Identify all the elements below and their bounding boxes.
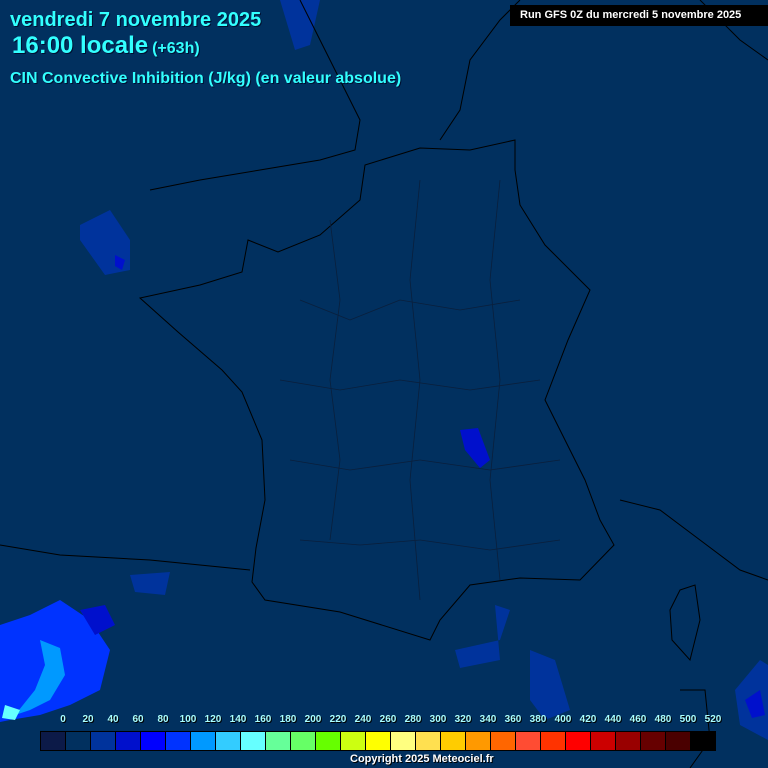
legend-label: 20: [82, 714, 94, 725]
legend-label: 300: [429, 714, 447, 725]
legend-label: 60: [132, 714, 144, 725]
legend-swatch: [416, 732, 441, 750]
legend-swatch: [641, 732, 666, 750]
legend-label: 520: [704, 714, 722, 725]
legend-swatch: [366, 732, 391, 750]
legend-swatch: [666, 732, 691, 750]
legend-label: 380: [529, 714, 547, 725]
legend-swatch: [341, 732, 366, 750]
run-info: Run GFS 0Z du mercredi 5 novembre 2025: [510, 5, 768, 26]
department-borders: [279, 179, 561, 601]
cin-blob-peak: [2, 705, 20, 720]
legend-label: 80: [157, 714, 169, 725]
legend-swatch: [91, 732, 116, 750]
spain-coast: [0, 544, 251, 571]
legend-label: 240: [354, 714, 372, 725]
forecast-time-label: 16:00 locale: [12, 32, 149, 59]
forecast-time: 16:00 locale (+63h): [12, 32, 200, 60]
legend-swatch: [316, 732, 341, 750]
legend-label: 340: [479, 714, 497, 725]
legend-swatch: [266, 732, 291, 750]
legend-label: 480: [654, 714, 672, 725]
legend-swatch: [116, 732, 141, 750]
copyright: Copyright 2025 Meteociel.fr: [350, 753, 494, 765]
forecast-offset: (+63h): [152, 40, 200, 57]
cin-blob-southwest-core: [15, 640, 65, 715]
legend-swatch: [291, 732, 316, 750]
legend-label: 500: [679, 714, 697, 725]
cin-blob-england: [280, 0, 320, 50]
legend-swatch: [141, 732, 166, 750]
legend-swatch: [166, 732, 191, 750]
benelux-coast: [439, 0, 521, 141]
cin-blob-gascony-sea: [80, 605, 115, 635]
cin-blob-massif: [460, 428, 490, 468]
legend-swatch: [616, 732, 641, 750]
italy-coast: [619, 499, 768, 581]
department-border-lines: [279, 179, 561, 601]
legend-swatch: [591, 732, 616, 750]
legend-swatch: [216, 732, 241, 750]
legend-label: 0: [60, 714, 66, 725]
france-outline: [138, 139, 615, 641]
legend-swatch: [241, 732, 266, 750]
cin-blob-med: [455, 605, 510, 668]
legend-swatch: [466, 732, 491, 750]
legend-swatch: [691, 732, 715, 750]
corsica: [669, 584, 701, 662]
legend-label: 160: [254, 714, 272, 725]
legend-label: 200: [304, 714, 322, 725]
legend-swatch: [491, 732, 516, 750]
legend-labels: 0 20 40 60 80 100 120 140 160 180 200 220 240 260 280 3…: [50, 714, 740, 728]
sardinia: [680, 689, 711, 768]
legend-swatch: [566, 732, 591, 750]
cin-blob-italy-core: [745, 690, 765, 718]
legend-swatch: [516, 732, 541, 750]
legend-swatch: [41, 732, 66, 750]
legend-label: 140: [229, 714, 247, 725]
legend-label: 220: [329, 714, 347, 725]
legend-label: 360: [504, 714, 522, 725]
cin-blob-atlantic-core: [115, 255, 125, 270]
cin-blob-sardinia: [530, 650, 570, 720]
legend-swatch: [541, 732, 566, 750]
legend-label: 280: [404, 714, 422, 725]
forecast-date: vendredi 7 novembre 2025: [10, 9, 262, 31]
legend-label: 420: [579, 714, 597, 725]
legend-label: 400: [554, 714, 572, 725]
color-legend: [40, 731, 716, 751]
cin-blob-biscay: [130, 572, 170, 595]
england-coast: [149, 0, 361, 191]
legend-label: 40: [107, 714, 119, 725]
legend-label: 100: [179, 714, 197, 725]
legend-swatch: [441, 732, 466, 750]
legend-label: 320: [454, 714, 472, 725]
legend-swatch: [66, 732, 91, 750]
cin-fields: [0, 0, 768, 740]
legend-label: 260: [379, 714, 397, 725]
parameter-title: CIN Convective Inhibition (J/kg) (en val…: [10, 70, 402, 87]
legend-label: 460: [629, 714, 647, 725]
legend-label: 120: [204, 714, 222, 725]
legend-label: 180: [279, 714, 297, 725]
legend-swatch: [191, 732, 216, 750]
legend-label: 440: [604, 714, 622, 725]
legend-swatch: [391, 732, 416, 750]
